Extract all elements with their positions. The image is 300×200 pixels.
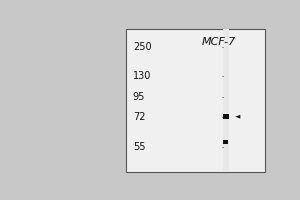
Text: 130: 130 (133, 71, 151, 81)
Bar (223, 29, 230, 172)
Text: 250: 250 (133, 42, 152, 52)
Text: 72: 72 (133, 112, 145, 122)
Text: 55: 55 (133, 142, 145, 152)
Bar (223, 114, 230, 119)
Text: 95: 95 (133, 92, 145, 102)
Text: MCF-7: MCF-7 (202, 37, 236, 47)
Bar (223, 140, 227, 144)
Bar (126, 29, 266, 172)
Polygon shape (235, 115, 240, 119)
